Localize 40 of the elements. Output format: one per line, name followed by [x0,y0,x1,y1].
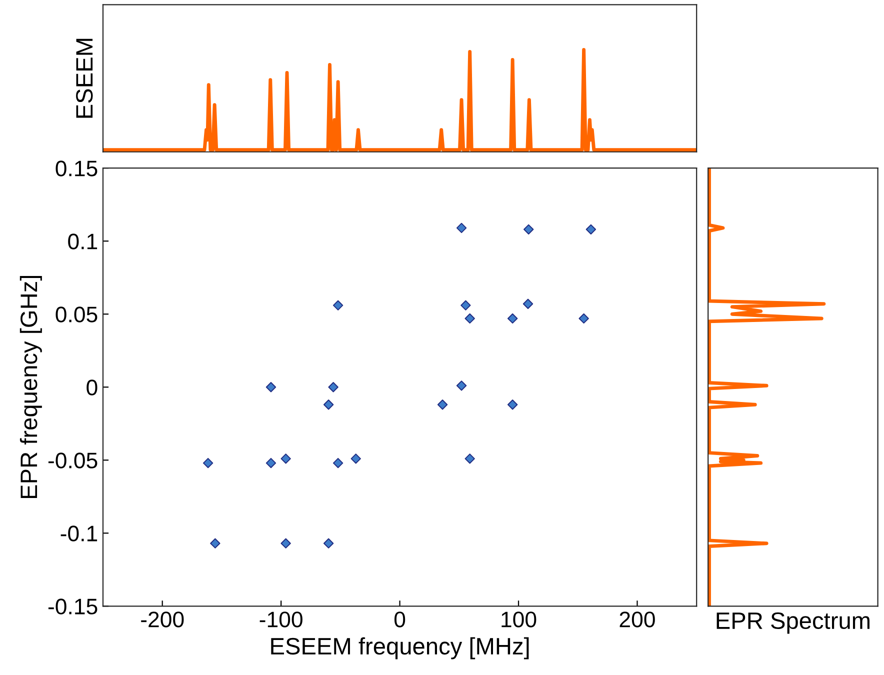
y-axis-title: ESEEM [76,38,93,118]
point [323,400,334,410]
y-tick-label: -0.05 [48,452,98,468]
y-tick-label: 0.05 [56,306,98,322]
point [456,380,467,391]
point [328,382,338,392]
point [437,400,448,410]
y-tick-label: 0.15 [56,160,98,176]
point [210,538,220,548]
point [266,382,276,392]
point [507,313,518,324]
x-tick-label: 0 [394,612,406,628]
point [266,458,276,468]
point [202,458,214,468]
point [350,454,361,464]
point [524,224,534,234]
y-axis-title: EPR frequency [GHz] [20,276,42,498]
x-axis-title: EPR Spectrum [716,612,870,634]
point [507,400,518,410]
x-tick-label: 100 [502,612,536,628]
point [464,313,475,324]
x-tick-label: 200 [620,612,655,628]
point [578,313,589,324]
point [456,222,467,234]
y-tick-label: 0.1 [68,234,98,250]
point [586,224,596,234]
point [280,454,291,464]
x-tick-label: -100 [260,612,302,628]
point [332,458,344,468]
point [332,300,344,310]
point [280,538,291,548]
point [323,538,334,548]
y-tick-label: 0 [86,380,98,396]
y-tick-label: -0.1 [60,526,98,542]
point [464,454,475,464]
point [460,300,471,310]
point [522,298,534,309]
y-tick-label: -0.15 [48,598,98,614]
x-tick-label: -200 [141,612,184,628]
x-axis-title: ESEEM frequency [MHz] [271,637,529,660]
